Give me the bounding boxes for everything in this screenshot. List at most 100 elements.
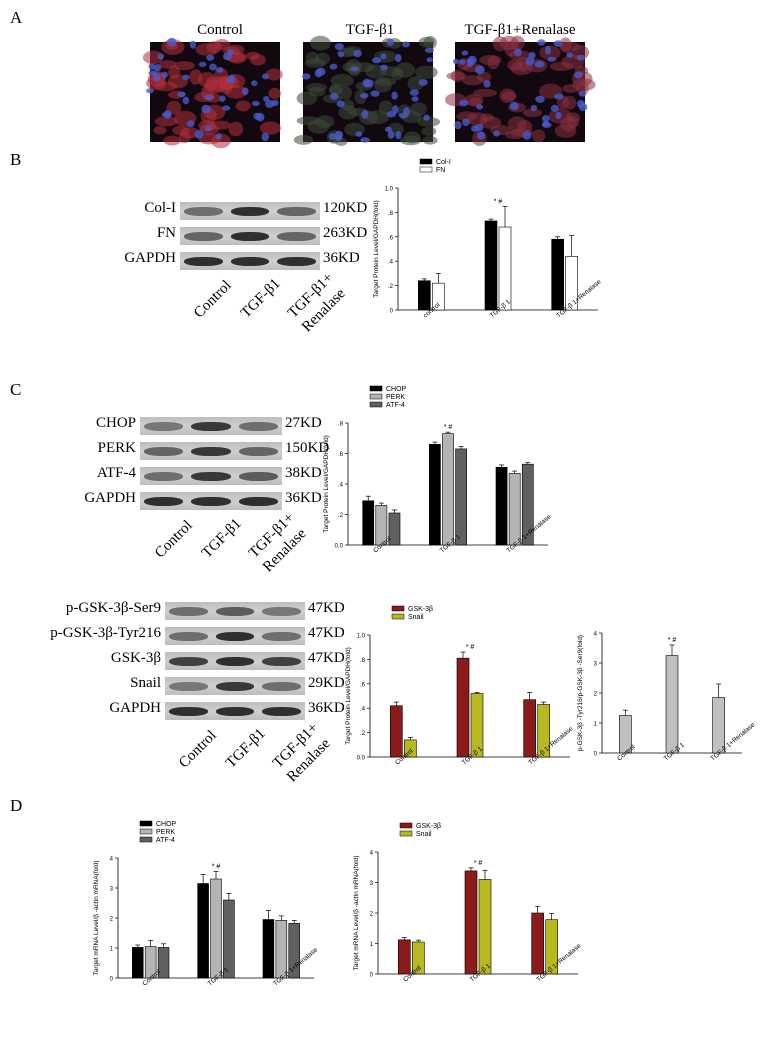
blot-band <box>144 421 184 431</box>
blot-band <box>184 256 223 266</box>
legend-label: CHOP <box>386 386 407 393</box>
bar <box>442 433 454 546</box>
bar <box>498 226 512 311</box>
y-tick-label: 0 <box>370 973 374 979</box>
blot-kd-p-gsk-3-ser9: 47KD <box>308 600 345 616</box>
blot-band <box>169 631 208 641</box>
y-tick-label: .4 <box>338 483 344 489</box>
y-axis-label: p-GSK-3β -Tyr216/p-GSK-3β -Ser9(fold) <box>577 635 584 751</box>
legend-label: ATF-4 <box>386 402 405 409</box>
blot-band <box>169 706 208 716</box>
panel-letter-d: D <box>10 796 23 815</box>
y-tick-label: 0 <box>110 977 114 983</box>
micrograph-images <box>142 35 596 149</box>
legend-swatch <box>419 166 433 173</box>
bar <box>210 878 222 979</box>
micro-title-control: Control <box>197 22 243 38</box>
y-axis-label: Target Protein Level/GAPDH(fold) <box>345 647 352 745</box>
blot-band <box>230 231 270 241</box>
blot-label-fn: FN <box>156 225 176 241</box>
bar <box>551 238 564 311</box>
y-axis-label: Target Protein Level/GAPDH(fold) <box>323 435 330 533</box>
micrograph-0 <box>142 37 283 149</box>
y-tick-label: 4 <box>594 632 598 638</box>
chart-b: 0 .2 .4 .6 .8 1.0 Target Protein Level/GAPDH(f… <box>373 158 603 320</box>
blot-kd-gapdh: 36KD <box>285 490 322 506</box>
legend-swatch <box>399 830 413 837</box>
y-tick-label: 0 <box>390 309 394 315</box>
blot-band <box>238 421 278 431</box>
y-tick-label: .8 <box>338 422 344 428</box>
blot-band <box>184 206 223 216</box>
blot-band <box>215 656 255 666</box>
blot-band <box>184 231 223 241</box>
y-tick-label: 3 <box>594 662 598 668</box>
blot-band <box>262 656 301 666</box>
bar <box>523 699 536 758</box>
bar <box>197 883 209 979</box>
blot-band <box>238 471 278 481</box>
y-tick-label: .8 <box>388 211 394 217</box>
panel-letter-b: B <box>10 150 22 169</box>
chart-d2: 0 1 2 3 4 Target mRNA Level/β -actin mRNA(fol… <box>353 822 583 984</box>
blot-band <box>277 256 316 266</box>
legend-label: PERK <box>156 829 175 836</box>
y-tick-label: 2 <box>594 692 598 698</box>
y-tick-label: 3 <box>370 881 374 887</box>
blot-label-gapdh: GAPDH <box>109 700 161 716</box>
legend-label: GSK-3β <box>416 823 441 830</box>
bar <box>455 448 467 546</box>
significance-label: * # <box>668 637 677 644</box>
blot-kd-col-i: 120KD <box>323 200 368 216</box>
blot-band <box>169 656 208 666</box>
y-tick-label: 1 <box>594 722 598 728</box>
y-tick-label: .2 <box>338 513 344 519</box>
bar <box>508 473 521 546</box>
legend-label: CHOP <box>156 821 177 828</box>
y-tick-label: .6 <box>338 452 344 458</box>
legend-label: Snail <box>408 614 424 621</box>
chart-c3: 0 1 2 3 4 p-GSK-3β -Tyr216/p-GSK-3β -Ser9(fol… <box>577 632 757 763</box>
blot-label-snail: Snail <box>130 675 161 691</box>
bar <box>275 920 288 979</box>
blot-band <box>238 446 278 456</box>
blot-label-perk: PERK <box>97 440 136 456</box>
blot-label-chop: CHOP <box>95 415 136 431</box>
micro-title-tgf: TGF-β1 <box>345 22 395 38</box>
blot-band <box>191 421 231 431</box>
y-tick-label: .2 <box>360 731 366 737</box>
chart-d1: 0 1 2 3 4 Target mRNA Level/β -actin mRNA(fol… <box>93 820 319 988</box>
blot-kd-chop: 27KD <box>285 415 322 431</box>
significance-label: * # <box>494 198 503 205</box>
legend-swatch <box>369 385 383 392</box>
y-axis-label: Target mRNA Level/β -actin mRNA(fold) <box>93 861 100 976</box>
significance-label: * # <box>466 644 475 651</box>
blot-band <box>191 446 231 456</box>
blot-label-gapdh: GAPDH <box>124 250 176 266</box>
legend-swatch <box>369 401 383 408</box>
bar <box>665 655 679 754</box>
blot-label-gapdh: GAPDH <box>84 490 136 506</box>
bar <box>456 657 470 758</box>
bar <box>418 280 431 311</box>
significance-label: * # <box>212 864 221 871</box>
legend-label: PERK <box>386 394 405 401</box>
legend-label: FN <box>436 167 445 174</box>
blot-band <box>144 471 184 481</box>
y-tick-label: .8 <box>360 658 366 664</box>
blot-band <box>191 471 231 481</box>
blot-band <box>169 681 208 691</box>
bar <box>429 444 441 546</box>
y-axis-label: Target Protein Level/GAPDH(fold) <box>373 200 380 298</box>
blot-band <box>215 631 255 641</box>
legend-swatch <box>139 828 153 835</box>
blot-band <box>262 706 301 716</box>
blot-band <box>144 446 184 456</box>
blot-kd-perk: 150KD <box>285 440 330 456</box>
bar <box>478 879 492 975</box>
bar <box>531 912 544 975</box>
blot-band <box>262 631 301 641</box>
blot-label-col-i: Col-I <box>144 200 176 216</box>
blot-band <box>262 606 301 616</box>
legend-label: ATF-4 <box>156 837 175 844</box>
